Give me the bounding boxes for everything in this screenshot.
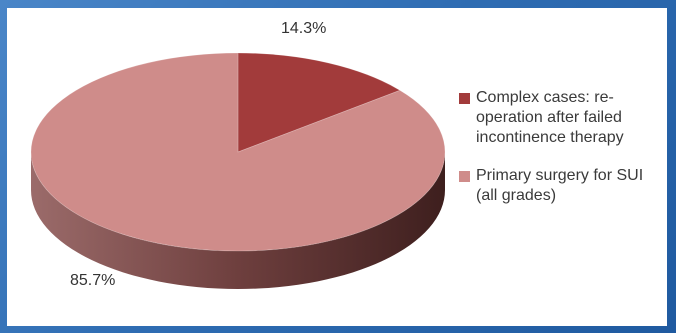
legend-label: Complex cases: re-operation after failed… <box>476 89 624 146</box>
legend-item-complex-cases: Complex cases: re-operation after failed… <box>459 88 664 148</box>
data-label-complex-cases: 14.3% <box>281 20 326 37</box>
legend: Complex cases: re-operation after failed… <box>459 88 664 224</box>
pie-slice-complex-cases <box>237 52 401 153</box>
pie-slice-primary-surgery <box>30 52 446 252</box>
pie-side-wall <box>31 152 445 289</box>
pie-chart: 14.3% 85.7% <box>30 20 446 289</box>
legend-label: Primary surgery for SUI (all grades) <box>476 167 644 204</box>
chart-frame: 14.3% 85.7% Complex cases: re-operation a… <box>7 8 667 326</box>
legend-swatch <box>459 93 470 104</box>
legend-item-primary-surgery: Primary surgery for SUI (all grades) <box>459 166 664 206</box>
legend-swatch <box>459 171 470 182</box>
data-label-primary-surgery: 85.7% <box>70 272 115 289</box>
